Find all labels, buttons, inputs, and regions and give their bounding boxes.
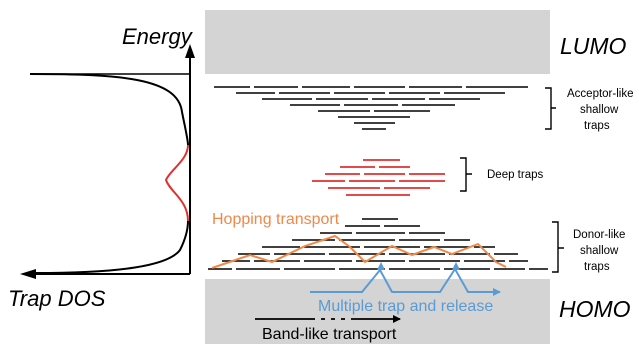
dos-axis-arrowhead [20,269,36,279]
energy-axis-label: Energy [122,24,194,49]
deep-trap-levels [312,159,445,196]
acceptor-bracket [545,87,556,130]
deep-trap-dos-curve [164,144,189,222]
hopping-path [211,234,507,269]
donor-label-line-2: shallow [580,245,619,257]
acceptor-trap-levels [214,86,528,130]
acceptor-label-line-3: traps [584,120,610,132]
trap-dos-axis-label: Trap DOS [8,286,106,311]
donor-bracket [552,221,564,273]
donor-label-line-3: traps [584,261,610,273]
acceptor-label-line-2: shallow [580,104,619,116]
homo-label: HOMO [559,296,631,322]
dos-curve [29,73,189,274]
lumo-label: LUMO [560,33,627,59]
acceptor-label-line-1: Acceptor-like [567,88,633,100]
deep-trap-bracket [460,157,472,192]
homo-band [205,279,550,344]
energy-axis-arrowhead [185,44,195,58]
dos-axes [20,44,195,279]
deep-traps-label: Deep traps [487,169,544,181]
band-like-transport-label: Band-like transport [262,326,397,343]
multiple-trap-path [310,267,501,296]
donor-label-line-1: Donor-like [573,229,625,241]
hopping-transport-label: Hopping transport [212,211,340,228]
multiple-trap-arrowheads [377,262,460,270]
multiple-trap-label: Multiple trap and release [318,298,493,315]
lumo-band [205,10,550,74]
